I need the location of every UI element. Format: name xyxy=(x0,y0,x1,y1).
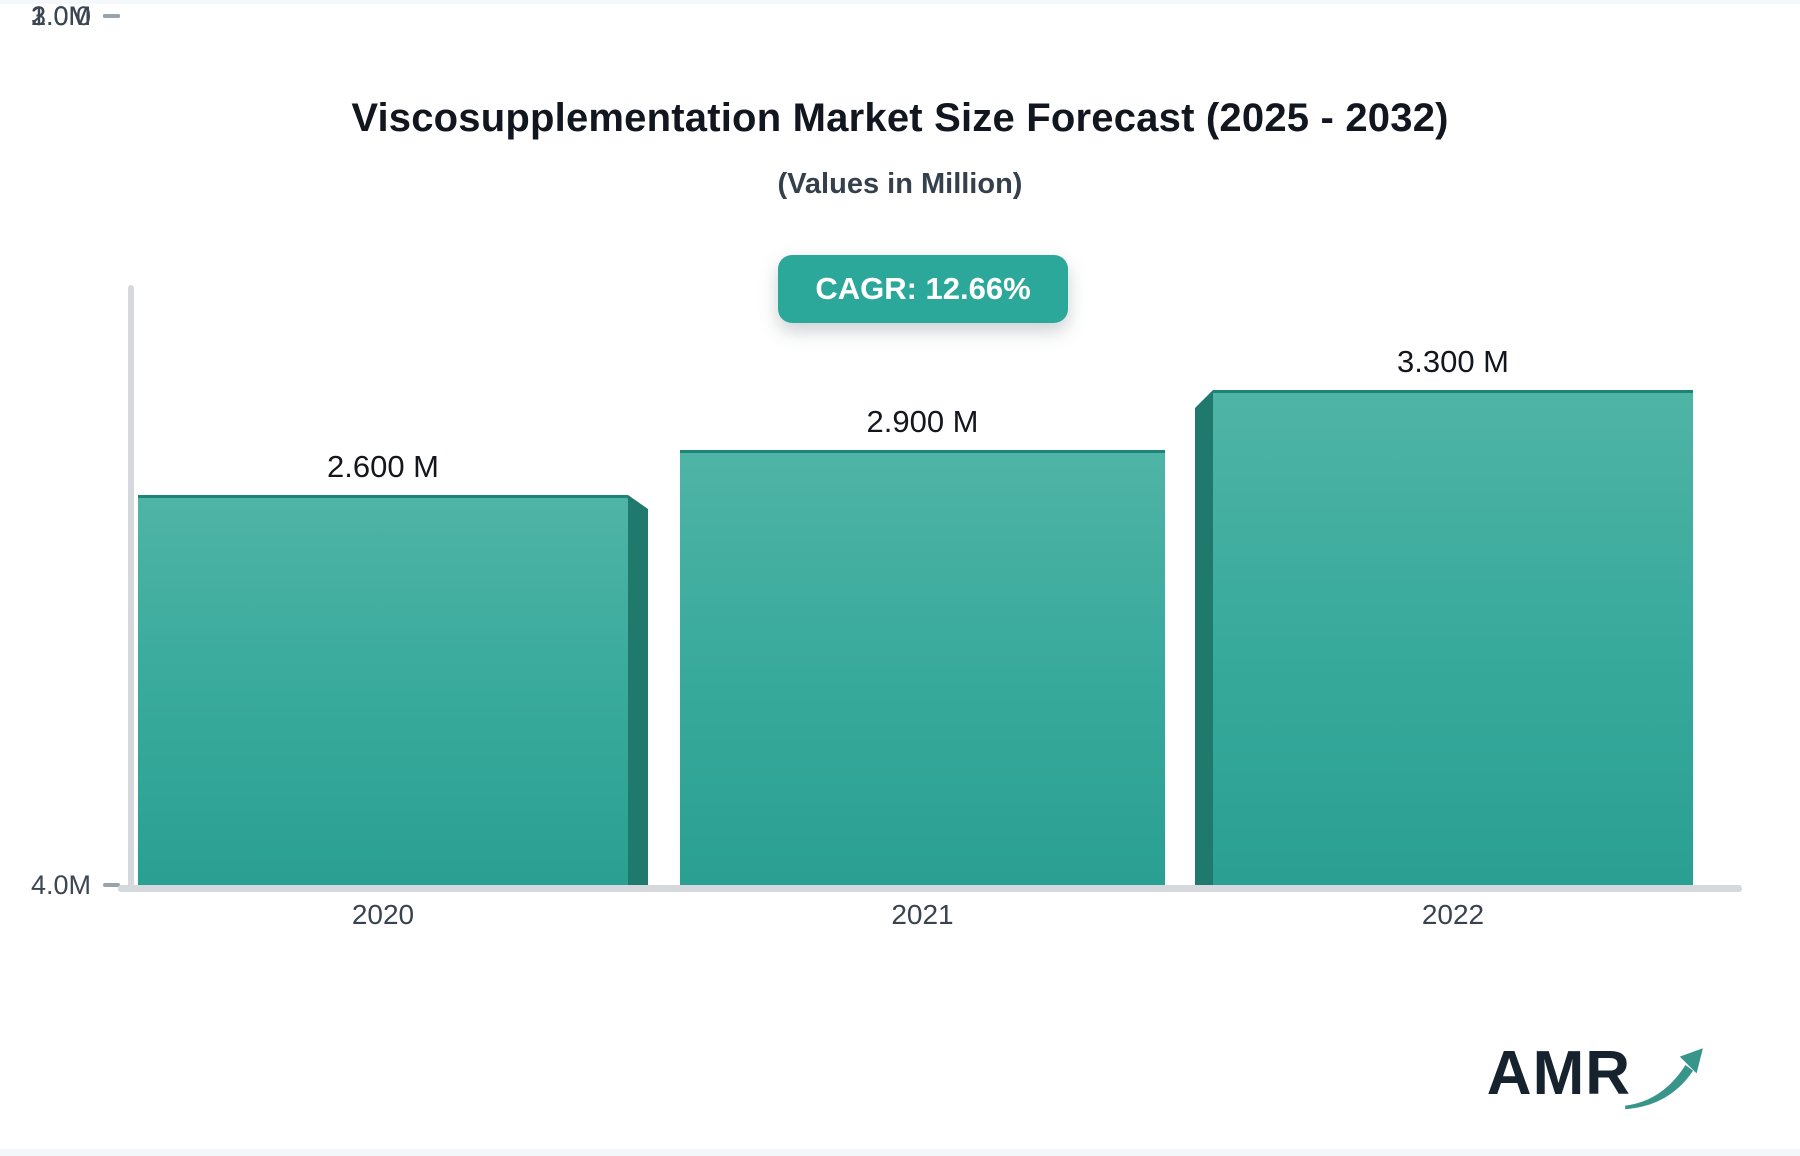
y-axis-tick-label: 4.0M xyxy=(30,869,91,900)
bar-group-2022: 3.300 M 2022 xyxy=(1195,285,1693,930)
bar-2022[interactable] xyxy=(1213,390,1693,885)
x-axis-label-2021: 2021 xyxy=(891,899,954,930)
x-axis-line xyxy=(118,885,1742,892)
bar-value-label-2020: 2.600 M xyxy=(326,449,439,484)
x-axis-label-2022: 2022 xyxy=(1421,899,1485,930)
cagr-badge-label: CAGR: 12.66% xyxy=(815,271,1031,306)
tick-mark xyxy=(103,14,120,18)
bar-2020[interactable] xyxy=(138,495,628,885)
bar-group-2021: 2.900 M 2021 xyxy=(680,285,1165,930)
bar-group-2020: 2.600 M 2020 xyxy=(138,285,648,930)
y-axis-tick-label: 3.0M xyxy=(30,0,91,31)
chart-subtitle: (Values in Million) xyxy=(777,168,1023,200)
y-axis-tick-1m: 1.0M xyxy=(0,0,120,32)
cagr-badge: CAGR: 12.66% xyxy=(778,255,1068,323)
plot-area: 2.600 M 2020 2.900 M 2021 3.300 M 2022 xyxy=(0,285,1800,930)
bar-value-label-2022: 3.300 M xyxy=(1396,344,1509,379)
x-axis-label-2020: 2020 xyxy=(351,899,415,930)
bottom-edge-divider xyxy=(0,1149,1800,1156)
tick-mark xyxy=(103,883,120,887)
y-axis-tick-label: 0 xyxy=(75,0,91,31)
bar-2021[interactable] xyxy=(680,450,1165,885)
bar-2022-3d-side xyxy=(1195,390,1213,885)
amr-logo-text: AMR xyxy=(1486,1039,1631,1108)
y-axis-line xyxy=(128,285,134,887)
bar-2020-3d-side xyxy=(628,495,648,885)
bar-value-label-2021: 2.900 M xyxy=(866,404,979,439)
y-axis-tick-2m: 2.0M xyxy=(0,0,120,32)
amr-logo: AMR xyxy=(1487,1034,1705,1114)
top-edge-divider xyxy=(0,0,1800,4)
trend-up-arrow-icon xyxy=(1625,1048,1703,1110)
y-axis-tick-label: 1.0M xyxy=(30,0,91,31)
y-axis-tick-4m: 4.0M xyxy=(0,869,120,901)
chart-title: Viscosupplementation Market Size Forecas… xyxy=(351,96,1449,140)
y-axis-tick-0: 0 xyxy=(0,0,120,32)
y-axis-tick-label: 2.0M xyxy=(30,0,91,31)
